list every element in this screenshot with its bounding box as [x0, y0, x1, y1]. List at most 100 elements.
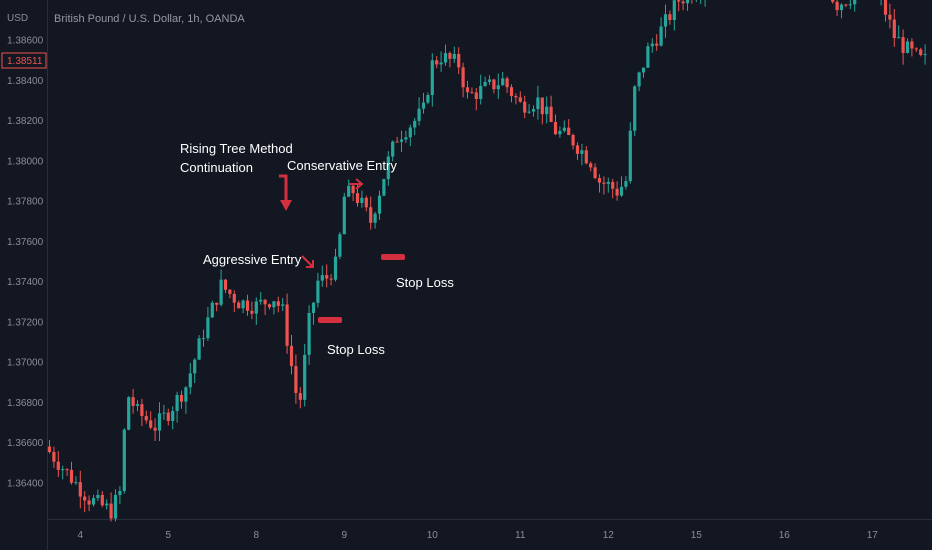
candle-body — [220, 280, 223, 305]
candle-body — [83, 497, 86, 501]
y-tick-label: 1.37000 — [7, 358, 44, 369]
candle-body — [277, 301, 280, 306]
candle-body — [554, 122, 557, 134]
y-tick-label: 1.36600 — [7, 438, 44, 449]
candle-body — [475, 93, 478, 99]
candle-body — [629, 131, 632, 181]
candle-body — [607, 182, 610, 184]
y-tick-label: 1.37200 — [7, 317, 44, 328]
candle-body — [594, 167, 597, 178]
candle-body — [325, 275, 328, 279]
candle-body — [919, 49, 922, 55]
candle-body — [576, 145, 579, 153]
candle-body — [519, 97, 522, 101]
candle-body — [123, 430, 126, 491]
x-tick-label: 15 — [691, 530, 703, 541]
candle-body — [633, 86, 636, 130]
candle-body — [598, 178, 601, 183]
annotation-stop-loss-left: Stop Loss — [327, 342, 385, 357]
candle-body — [906, 42, 909, 53]
candle-body — [272, 301, 275, 307]
candle-body — [462, 67, 465, 87]
candle-body — [831, 0, 834, 2]
candle-body — [259, 300, 262, 302]
candle-body — [198, 338, 201, 359]
annotation-rising-tree: Rising Tree Method — [180, 141, 293, 156]
candle-body — [470, 92, 473, 93]
candle-body — [158, 413, 161, 430]
candle-body — [303, 355, 306, 400]
candle-body — [616, 189, 619, 196]
candle-body — [321, 275, 324, 281]
candle-body — [352, 186, 355, 193]
candle-body — [127, 397, 130, 430]
candle-body — [646, 46, 649, 67]
candle-body — [264, 300, 267, 304]
candle-body — [110, 504, 113, 519]
candle-body — [101, 495, 104, 505]
candle-body — [356, 193, 359, 203]
candle-body — [849, 4, 852, 5]
candle-body — [391, 142, 394, 157]
candle-body — [132, 397, 135, 406]
candle-body — [211, 303, 214, 318]
candle-body — [378, 196, 381, 214]
stop-loss-marker-left — [318, 317, 342, 323]
y-tick-label: 1.38200 — [7, 116, 44, 127]
candle-body — [580, 150, 583, 154]
candle-body — [585, 150, 588, 163]
candle-body — [114, 495, 117, 519]
candle-body — [514, 96, 517, 97]
candle-body — [651, 44, 654, 47]
y-tick-label: 1.38000 — [7, 156, 44, 167]
candle-body — [96, 495, 99, 498]
annotation-conservative-entry: Conservative Entry — [287, 158, 397, 173]
candle-body — [668, 14, 671, 20]
candle-body — [484, 82, 487, 86]
candle-body — [228, 290, 231, 294]
candle-body — [466, 87, 469, 92]
candle-body — [294, 366, 297, 393]
candle-body — [836, 2, 839, 10]
candle-body — [154, 428, 157, 431]
candle-body — [840, 5, 843, 10]
candle-body — [620, 187, 623, 196]
candle-body — [66, 469, 69, 470]
current-price-text: 1.38511 — [7, 56, 43, 67]
y-tick-label: 1.37800 — [7, 197, 44, 208]
candle-body — [479, 86, 482, 99]
candle-body — [184, 387, 187, 401]
candle-body — [176, 395, 179, 411]
candle-body — [308, 313, 311, 355]
candle-body — [541, 97, 544, 114]
candle-body — [374, 214, 377, 223]
candle-body — [545, 107, 548, 114]
candle-body — [624, 181, 627, 187]
candle-body — [88, 501, 91, 505]
candle-body — [532, 109, 535, 112]
candle-body — [409, 128, 412, 138]
candle-body — [404, 137, 407, 139]
candle-body — [558, 131, 561, 134]
candle-body — [611, 182, 614, 189]
candle-body — [79, 482, 82, 496]
candle-body — [105, 504, 108, 506]
candle-body — [61, 469, 64, 470]
candle-body — [255, 301, 258, 313]
x-tick-label: 12 — [603, 530, 615, 541]
candle-body — [382, 179, 385, 196]
candle-body — [233, 294, 236, 303]
candle-body — [893, 20, 896, 39]
candle-body — [902, 37, 905, 53]
candle-body — [330, 279, 333, 280]
candle-body — [426, 95, 429, 103]
y-tick-label: 1.38600 — [7, 36, 44, 47]
candle-body — [312, 303, 315, 313]
candle-body — [897, 37, 900, 38]
x-tick-label: 11 — [515, 530, 526, 541]
y-tick-label: 1.37600 — [7, 237, 44, 248]
x-tick-label: 4 — [78, 530, 84, 541]
